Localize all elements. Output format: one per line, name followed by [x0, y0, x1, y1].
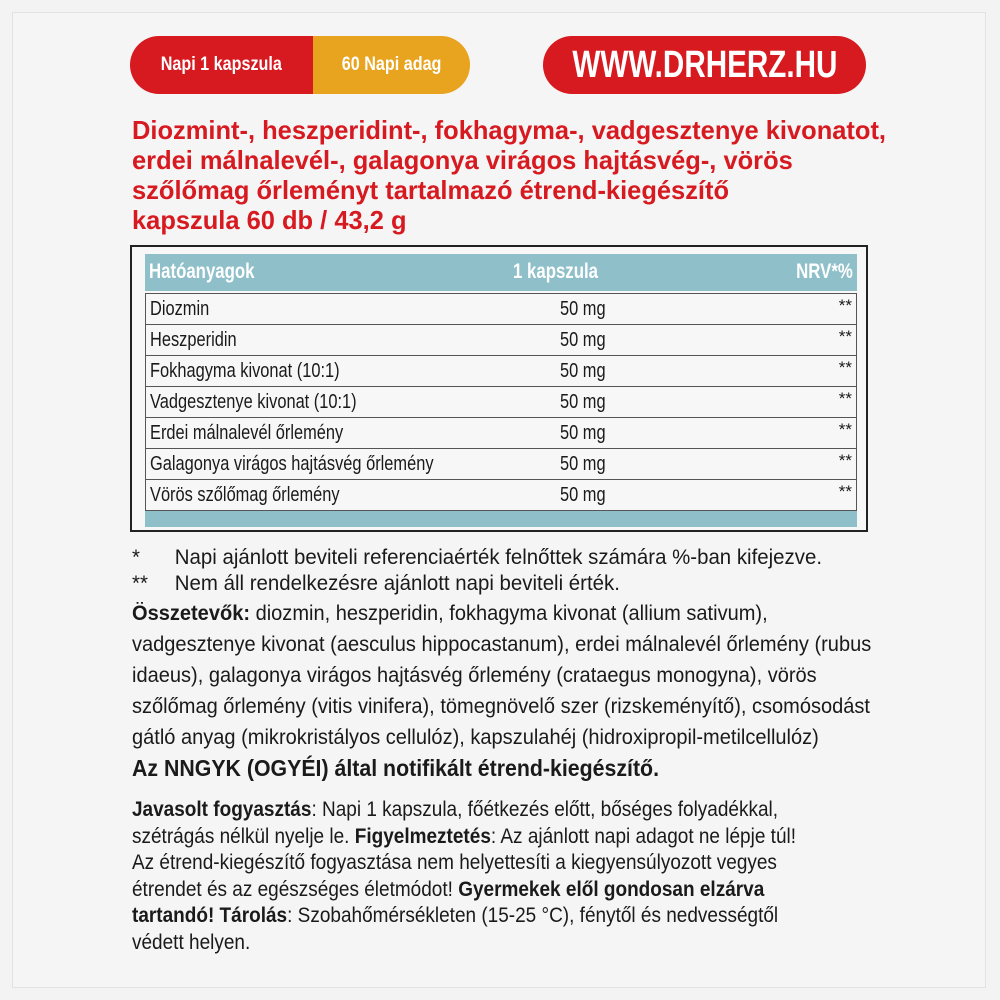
- ingredient-amount: 50 mg: [560, 360, 606, 382]
- text: védett helyen.: [132, 930, 251, 954]
- ingredients-paragraph: Összetevők: diozmin, heszperidin, fokhag…: [132, 598, 871, 753]
- text: Az étrend-kiegészítő fogyasztása nem hel…: [132, 851, 777, 875]
- bold-text: Javasolt fogyasztás: [132, 798, 312, 821]
- ingredient-nrv: **: [838, 389, 852, 408]
- text: diozmin, heszperidin, fokhagyma kivonat …: [250, 602, 768, 625]
- text-line: idaeus), galagonya virágos hajtásvég őrl…: [132, 660, 836, 691]
- dose-badge: Napi 1 kapszula 60 Napi adag: [130, 36, 470, 94]
- bold-text: Figyelmeztetés: [354, 824, 491, 848]
- ingredient-name: Heszperidin: [150, 329, 237, 351]
- ingredient-amount: 50 mg: [560, 391, 606, 413]
- ingredient-nrv: **: [838, 327, 852, 346]
- footnote-mark: *: [132, 546, 140, 569]
- active-ingredients-table: Hatóanyagok 1 kapszula NRV*% Diozmin 50 m…: [130, 245, 868, 532]
- table-row: Heszperidin 50 mg **: [146, 325, 856, 356]
- ingredient-amount: 50 mg: [560, 329, 606, 351]
- notification-block: Az NNGYK (OGYÉI) által notifikált étrend…: [132, 755, 659, 782]
- text-line: Javasolt fogyasztás: Napi 1 kapszula, fő…: [132, 797, 778, 824]
- text-line: védett helyen.: [132, 930, 732, 957]
- website-url[interactable]: WWW.DRHERZ.HU: [571, 43, 838, 86]
- header-per-capsule: 1 kapszula: [513, 260, 598, 283]
- servings-badge: 60 Napi adag: [313, 36, 470, 94]
- text-line: Összetevők: diozmin, heszperidin, fokhag…: [132, 598, 836, 629]
- table-footer-band: [145, 511, 857, 527]
- ingredient-name: Vadgesztenye kivonat (10:1): [150, 391, 357, 413]
- ingredient-name: Diozmin: [150, 298, 210, 320]
- table-body: Diozmin 50 mg ** Heszperidin 50 mg ** Fokhagym…: [145, 293, 857, 511]
- ingredient-name: Vörös szőlőmag őrlemény: [150, 484, 340, 506]
- ingredient-nrv: **: [838, 451, 852, 470]
- header-ingredients: Hatóanyagok: [149, 260, 255, 283]
- ingredient-nrv: **: [838, 296, 852, 315]
- footnote-mark: **: [132, 572, 148, 595]
- daily-dose-badge: Napi 1 kapszula: [130, 36, 313, 94]
- text-line: szőlőmag őrlemény (vitis vinifera), töme…: [132, 691, 870, 722]
- text: szőlőmag őrlemény (vitis vinifera), töme…: [132, 695, 870, 718]
- table-row: Erdei málnalevél őrlemény 50 mg **: [146, 418, 856, 449]
- ingredient-name: Galagonya virágos hajtásvég őrlemény: [150, 453, 434, 475]
- notification-statement: Az NNGYK (OGYÉI) által notifikált étrend…: [132, 755, 659, 781]
- bold-text: Összetevők:: [132, 602, 251, 625]
- title-line: szőlőmag őrleményt tartalmazó étrend-kie…: [132, 175, 730, 205]
- text: : Napi 1 kapszula, főétkezés előtt, bősé…: [311, 798, 779, 821]
- table-row: Vörös szőlőmag őrlemény 50 mg **: [146, 480, 856, 510]
- footnote: * Napi ajánlott beviteli referenciaérték …: [132, 545, 822, 571]
- title-line: erdei málnalevél-, galagonya virágos haj…: [132, 145, 793, 175]
- title-line: Diozmint-, heszperidint-, fokhagyma-, va…: [132, 115, 886, 145]
- header-nrv: NRV*%: [796, 260, 853, 283]
- text-line: szétrágás nélkül nyelje le. Figyelmeztet…: [132, 824, 796, 851]
- bold-text: tartandó! Tárolás: [132, 904, 288, 928]
- website-badge[interactable]: WWW.DRHERZ.HU: [543, 36, 866, 94]
- title-line: kapszula 60 db / 43,2 g: [132, 205, 407, 235]
- table-row: Galagonya virágos hajtásvég őrlemény 50 m…: [146, 449, 856, 480]
- ingredient-amount: 50 mg: [560, 298, 606, 320]
- text: : Szobahőmérsékleten (15-25 °C), fénytől…: [287, 904, 779, 928]
- usage-paragraph: Javasolt fogyasztás: Napi 1 kapszula, fő…: [132, 797, 796, 957]
- product-title: Diozmint-, heszperidint-, fokhagyma-, va…: [132, 115, 886, 235]
- footnote-text: Napi ajánlott beviteli referenciaérték f…: [174, 546, 823, 569]
- ingredient-nrv: **: [838, 358, 852, 377]
- text: vadgesztenye kivonat (aesculus hippocast…: [132, 633, 872, 656]
- text: szétrágás nélkül nyelje le.: [132, 824, 355, 848]
- ingredient-amount: 50 mg: [560, 453, 606, 475]
- footnotes: * Napi ajánlott beviteli referenciaérték …: [132, 545, 822, 597]
- text-line: Az étrend-kiegészítő fogyasztása nem hel…: [132, 850, 777, 877]
- table-row: Fokhagyma kivonat (10:1) 50 mg **: [146, 356, 856, 387]
- ingredient-amount: 50 mg: [560, 422, 606, 444]
- text-line: tartandó! Tárolás: Szobahőmérsékleten (1…: [132, 903, 778, 930]
- ingredient-name: Fokhagyma kivonat (10:1): [150, 360, 340, 382]
- text-line: vadgesztenye kivonat (aesculus hippocast…: [132, 629, 871, 660]
- text: étrendet és az egészséges életmódot!: [132, 877, 459, 901]
- text-line: gátló anyag (mikrokristályos cellulóz), …: [132, 722, 836, 753]
- table-row: Vadgesztenye kivonat (10:1) 50 mg **: [146, 387, 856, 418]
- text: : Az ajánlott napi adagot ne lépje túl!: [490, 824, 796, 848]
- table-row: Diozmin 50 mg **: [146, 294, 856, 325]
- text-line: étrendet és az egészséges életmódot! Gye…: [132, 877, 764, 904]
- text: idaeus), galagonya virágos hajtásvég őrl…: [132, 664, 817, 687]
- footnote: ** Nem áll rendelkezésre ajánlott napi be…: [132, 571, 803, 597]
- table-header: Hatóanyagok 1 kapszula NRV*%: [145, 254, 857, 291]
- footnote-text: Nem áll rendelkezésre ajánlott napi bevi…: [174, 572, 620, 595]
- servings-text: 60 Napi adag: [341, 54, 442, 75]
- ingredient-nrv: **: [838, 482, 852, 501]
- bold-text: Gyermekek elől gondosan elzárva: [458, 877, 765, 901]
- ingredient-nrv: **: [838, 420, 852, 439]
- daily-dose-text: Napi 1 kapszula: [160, 54, 283, 75]
- ingredient-amount: 50 mg: [560, 484, 606, 506]
- ingredient-name: Erdei málnalevél őrlemény: [150, 422, 344, 444]
- text: gátló anyag (mikrokristályos cellulóz), …: [132, 726, 819, 749]
